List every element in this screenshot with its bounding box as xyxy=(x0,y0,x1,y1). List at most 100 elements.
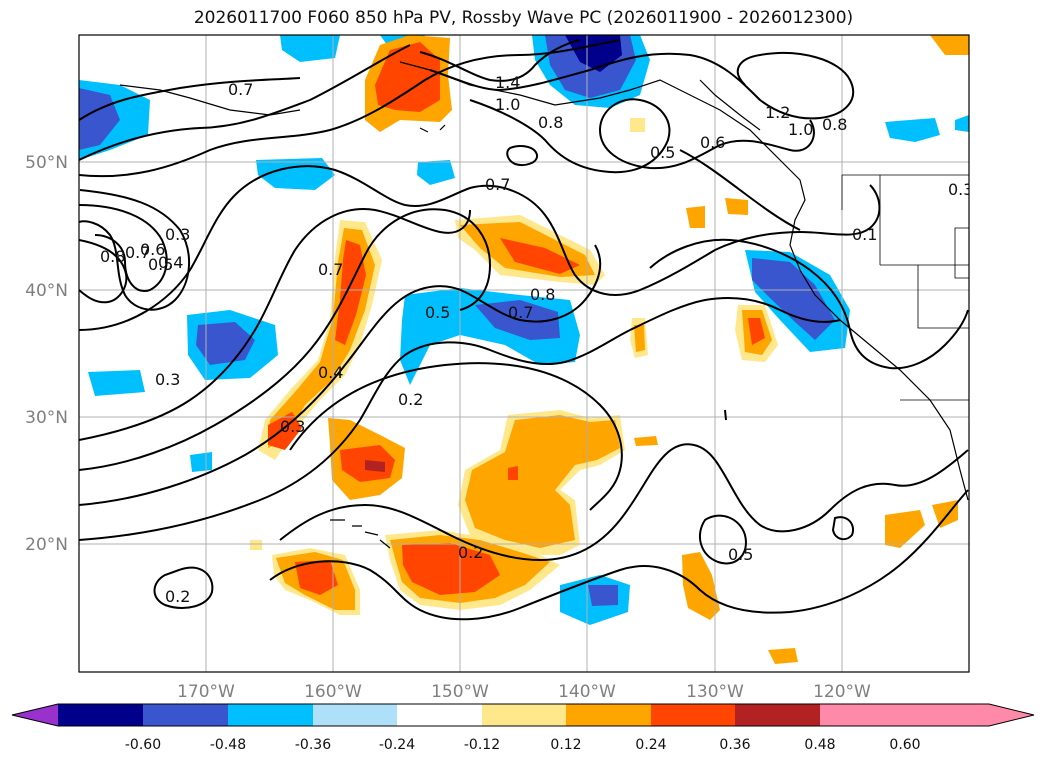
colorbar-swatch xyxy=(143,704,228,726)
contour-label: 1.0 xyxy=(788,120,813,139)
contour-label: 0.2 xyxy=(458,543,483,562)
negative-anomaly-patch xyxy=(190,452,212,472)
colorbar-tick-label: 0.24 xyxy=(635,737,666,753)
positive-anomaly-patch xyxy=(295,560,338,595)
map-frame xyxy=(78,34,970,673)
contour-label: 1.0 xyxy=(495,95,520,114)
negative-anomaly-patch xyxy=(88,370,145,396)
colorbar: -0.60 -0.48 -0.36 -0.24 -0.12 0.12 0.24 … xyxy=(11,703,1035,753)
colorbar-outline xyxy=(11,703,1035,727)
positive-anomaly-patch xyxy=(634,436,658,446)
positive-anomaly-patch xyxy=(465,415,620,548)
shaded-anomaly-fields xyxy=(79,35,969,664)
contour-label: 0.8 xyxy=(538,113,563,132)
negative-anomaly-patch xyxy=(196,322,255,365)
colorbar-swatch xyxy=(820,704,905,726)
contour-label: 0.3 xyxy=(948,180,973,199)
contour-label: 1.4 xyxy=(495,73,520,92)
colorbar-swatch xyxy=(58,704,143,726)
lon-tick-label: 140°W xyxy=(558,682,616,702)
colorbar-swatch xyxy=(482,704,566,726)
contour-label: 0.1 xyxy=(852,225,877,244)
positive-anomaly-patch xyxy=(932,500,958,528)
positive-anomaly-patch xyxy=(365,460,385,472)
lat-tick-label: 30°N xyxy=(25,408,68,428)
contour-label: 0.2 xyxy=(165,587,190,606)
positive-anomaly-patch xyxy=(508,466,518,480)
lon-tick-label: 120°W xyxy=(813,682,871,702)
negative-anomaly-patch xyxy=(417,160,455,185)
colorbar-extend-max xyxy=(905,704,1034,726)
colorbar-extend-min xyxy=(12,704,58,726)
negative-anomaly-patch xyxy=(588,585,618,606)
contour-label: 0.2 xyxy=(398,390,423,409)
colorbar-tick-label: -0.60 xyxy=(125,737,161,753)
contour-label: 0.8 xyxy=(530,285,555,304)
lat-tick-label: 40°N xyxy=(25,281,68,301)
colorbar-swatch xyxy=(566,704,651,726)
contour-label: 0.8 xyxy=(100,247,125,266)
lat-tick-label: 20°N xyxy=(25,535,68,555)
contour-label: 0.7 xyxy=(318,260,343,279)
contour-label: 0.4 xyxy=(318,363,343,382)
contour-label: 1.2 xyxy=(765,103,790,122)
figure-title: 2026011700 F060 850 hPa PV, Rossby Wave … xyxy=(193,8,854,28)
lon-tick-label: 130°W xyxy=(686,682,744,702)
positive-anomaly-patch xyxy=(375,42,440,112)
positive-anomaly-patch xyxy=(682,552,720,620)
contour-labels: 0.7 1.4 1.0 0.8 1.2 1.0 0.8 0.5 0.6 0.7 … xyxy=(100,73,973,606)
colorbar-tick-label: 0.60 xyxy=(889,737,920,753)
colorbar-tick-label: 0.48 xyxy=(804,737,835,753)
contour-label: 0.3 xyxy=(155,370,180,389)
contour-label: 0.6 xyxy=(700,133,725,152)
colorbar-swatch xyxy=(735,704,820,726)
contour-label: 0.7 xyxy=(125,243,150,262)
coastlines xyxy=(119,61,969,549)
positive-anomaly-patch xyxy=(250,540,262,550)
colorbar-swatch xyxy=(651,704,735,726)
colorbar-tick-label: 0.36 xyxy=(719,737,750,753)
colorbar-tick-label: -0.48 xyxy=(210,737,246,753)
positive-anomaly-patch xyxy=(930,35,969,55)
positive-anomaly-patch xyxy=(634,325,645,352)
positive-anomaly-patch xyxy=(768,648,798,664)
positive-anomaly-patch xyxy=(885,510,925,548)
colorbar-swatch xyxy=(228,704,313,726)
longitude-labels: 170°W 160°W 150°W 140°W 130°W 120°W xyxy=(177,682,871,702)
negative-anomaly-patch xyxy=(752,258,835,340)
contour-label: 0.6 xyxy=(140,240,165,259)
positive-anomaly-patch xyxy=(500,238,580,274)
positive-anomaly-patch xyxy=(335,240,366,345)
contour-label: 0.5 xyxy=(148,255,173,274)
contour-label: 0.7 xyxy=(508,303,533,322)
negative-anomaly-patch xyxy=(885,118,940,142)
positive-anomaly-patch xyxy=(630,118,645,132)
contour-label: 0.3 xyxy=(165,225,190,244)
colorbar-tick-label: -0.24 xyxy=(379,737,415,753)
positive-anomaly-patch xyxy=(748,318,765,345)
colorbar-swatch xyxy=(397,704,482,726)
colorbar-swatch xyxy=(313,704,397,726)
colorbar-tick-label: 0.12 xyxy=(550,737,581,753)
negative-anomaly-patch xyxy=(280,35,340,62)
contour-label: 0.5 xyxy=(728,545,753,564)
map-plot: 0.7 1.4 1.0 0.8 1.2 1.0 0.8 0.5 0.6 0.7 … xyxy=(79,35,973,672)
negative-anomaly-patch xyxy=(565,35,622,72)
contour-label: 0.7 xyxy=(485,175,510,194)
colorbar-tick-label: -0.12 xyxy=(464,737,500,753)
colorbar-tick-label: -0.36 xyxy=(295,737,331,753)
lat-tick-label: 50°N xyxy=(25,153,68,173)
contour-label: 0.8 xyxy=(822,115,847,134)
contour-label: 0.7 xyxy=(228,80,253,99)
positive-anomaly-patch xyxy=(402,543,500,595)
lon-tick-label: 150°W xyxy=(431,682,489,702)
contour-label: 0.5 xyxy=(650,143,675,162)
lon-tick-label: 170°W xyxy=(177,682,235,702)
negative-anomaly-patch xyxy=(955,115,969,132)
positive-anomaly-patch xyxy=(725,198,748,215)
contour-label: 0.5 xyxy=(425,303,450,322)
pv-contours xyxy=(79,39,969,621)
latitude-labels: 20°N 30°N 40°N 50°N xyxy=(25,153,68,555)
map-graticule xyxy=(79,35,969,672)
